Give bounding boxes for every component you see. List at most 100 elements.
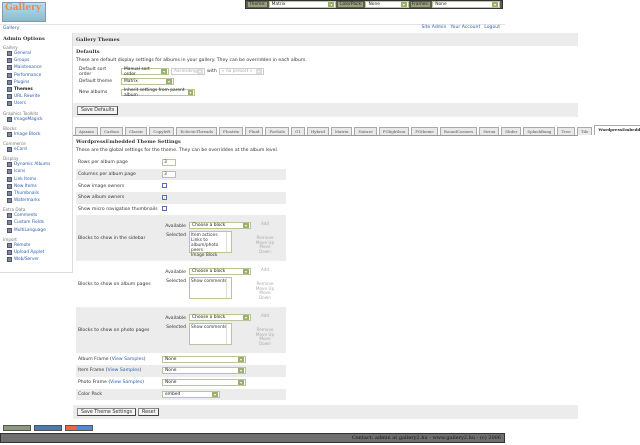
sort-order-select[interactable]: Manual sort order ▾ bbox=[121, 67, 169, 77]
sidebar-item-comments[interactable]: Comments bbox=[3, 212, 69, 219]
move-up-button[interactable]: Move Up bbox=[255, 331, 275, 337]
sidebar-item-thumbnails[interactable]: Thumbnails bbox=[3, 190, 69, 197]
sidebar-item-plugins[interactable]: Plugins bbox=[3, 79, 69, 86]
colorpack-select[interactable]: None ▾ bbox=[365, 1, 409, 8]
logout-link[interactable]: Logout bbox=[484, 25, 500, 30]
sidebar-item-themes[interactable]: Themes bbox=[3, 86, 69, 93]
save-defaults-button[interactable]: Save Defaults bbox=[77, 106, 119, 115]
tab-floatrix[interactable]: Floatrix bbox=[219, 127, 243, 135]
sidebar-item-dynamic-albums[interactable]: Dynamic Albums bbox=[3, 161, 69, 168]
tab-copyleft[interactable]: Copyleft bbox=[149, 127, 175, 135]
remove-button[interactable]: Remove bbox=[256, 326, 274, 332]
sidebar-blocks-available-select[interactable]: Choose a block ▾ bbox=[189, 221, 251, 229]
tab-tree[interactable]: Tree bbox=[557, 127, 575, 135]
tab-siriux[interactable]: Siriux bbox=[479, 127, 500, 135]
tab-fluid[interactable]: Fluid bbox=[244, 127, 264, 135]
reset-button[interactable]: Reset bbox=[138, 408, 160, 417]
tab-splashbang[interactable]: SplashBang bbox=[523, 127, 556, 135]
save-theme-settings-button[interactable]: Save Theme Settings bbox=[77, 408, 137, 417]
selected-block-item[interactable]: Show comments bbox=[191, 324, 227, 330]
move-up-button[interactable]: Move Up bbox=[255, 239, 275, 245]
sidebar-item-remote[interactable]: Remote bbox=[3, 242, 69, 249]
add-button[interactable]: Add bbox=[260, 220, 270, 226]
gallery-badge[interactable] bbox=[65, 425, 93, 431]
sidebar-item-new-items[interactable]: New Items bbox=[3, 183, 69, 190]
tab-classic[interactable]: Classic bbox=[124, 127, 148, 135]
frames-select[interactable]: None ▾ bbox=[432, 1, 501, 8]
selected-block-item[interactable]: Links to album/photo peers bbox=[191, 237, 219, 253]
site-admin-link[interactable]: Site Admin bbox=[421, 25, 447, 30]
tab-pglightbox[interactable]: PGlightbox bbox=[378, 127, 410, 135]
tab-eclecticthreads[interactable]: EclecticThreads bbox=[176, 127, 218, 135]
tab-wordpressembedded[interactable]: WordpressEmbedded bbox=[594, 125, 640, 135]
show-image-owners-checkbox[interactable] bbox=[162, 182, 167, 188]
sidebar-item-watermarks[interactable]: Watermarks bbox=[3, 197, 69, 204]
sidebar-item-multilanguage[interactable]: MultiLanguage bbox=[3, 227, 69, 234]
breadcrumb-gallery-link[interactable]: Gallery bbox=[3, 26, 20, 31]
sidebar-item-url-rewrite[interactable]: URL Rewrite bbox=[3, 93, 69, 100]
tab-pgtheme[interactable]: PGtheme bbox=[411, 127, 438, 135]
rows-input[interactable]: 3 bbox=[162, 159, 176, 167]
remove-button[interactable]: Remove bbox=[256, 280, 274, 286]
album-frame-select[interactable]: None ▾ bbox=[162, 355, 246, 363]
sidebar-item-performance[interactable]: Performance bbox=[3, 72, 69, 79]
sidebar-item-image-block[interactable]: Image Block bbox=[3, 131, 69, 138]
sidebar-item-upload-applet[interactable]: Upload Applet bbox=[3, 249, 69, 256]
w3c-badge[interactable] bbox=[3, 425, 31, 431]
photo-blocks-available-select[interactable]: Choose a block ▾ bbox=[189, 313, 251, 321]
columns-input[interactable]: 3 bbox=[162, 171, 176, 179]
sidebar-item-custom-fields[interactable]: Custom Fields bbox=[3, 219, 69, 226]
move-down-button[interactable]: Move Down bbox=[259, 336, 271, 347]
sidebar-blocks-selected-list[interactable]: Item actions Links to album/photo peers Im… bbox=[189, 230, 232, 258]
tab-hybrid[interactable]: Hybrid bbox=[306, 127, 329, 135]
add-button[interactable]: Add bbox=[260, 312, 270, 318]
sidebar-item-web-server[interactable]: Web/Server bbox=[3, 256, 69, 263]
new-albums-select[interactable]: Inherit settings from parent album ▾ bbox=[121, 88, 195, 98]
move-up-button[interactable]: Move Up bbox=[255, 285, 275, 291]
sidebar-item-imagemagick[interactable]: ImageMagick bbox=[3, 116, 69, 123]
sidebar-item-groups[interactable]: Groups bbox=[3, 57, 69, 64]
photo-frame-samples-link[interactable]: View Samples bbox=[110, 380, 143, 386]
tab-matrix[interactable]: Matrix bbox=[330, 127, 353, 135]
show-album-owners-checkbox[interactable]: ✓ bbox=[162, 194, 167, 200]
theme-select[interactable]: Matrix ▾ bbox=[268, 1, 337, 8]
photo-frame-select[interactable]: None ▾ bbox=[162, 379, 246, 387]
sidebar-item-users[interactable]: Users bbox=[3, 100, 69, 107]
available-value: Choose a block bbox=[192, 222, 226, 228]
album-frame-samples-link[interactable]: View Samples bbox=[111, 356, 144, 362]
selected-block-item[interactable]: Item actions bbox=[191, 232, 218, 238]
sidebar-item-general[interactable]: General bbox=[3, 50, 69, 57]
tab-g1[interactable]: G1 bbox=[291, 127, 305, 135]
tab-slider[interactable]: Slider bbox=[501, 127, 522, 135]
photo-blocks-selected-list[interactable]: Show comments bbox=[189, 322, 232, 345]
album-blocks-available-select[interactable]: Choose a block ▾ bbox=[189, 267, 251, 275]
firefox-badge[interactable] bbox=[34, 425, 62, 431]
tab-forsale[interactable]: ForSale bbox=[265, 127, 290, 135]
remove-button[interactable]: Remove bbox=[256, 234, 274, 240]
item-frame-samples-link[interactable]: View Samples bbox=[107, 368, 140, 374]
color-pack-select[interactable]: embed ▾ bbox=[162, 390, 220, 398]
selected-block-item[interactable]: Show comments bbox=[191, 278, 227, 284]
scrollbar[interactable] bbox=[226, 323, 231, 344]
album-blocks-selected-list[interactable]: Show comments bbox=[189, 276, 232, 299]
tab-tile[interactable]: Tile bbox=[576, 127, 593, 135]
item-frame-select[interactable]: None ▾ bbox=[162, 367, 246, 375]
move-down-button[interactable]: Move Down bbox=[259, 244, 271, 255]
sidebar-item-ecard[interactable]: eCard bbox=[3, 146, 69, 153]
sidebar-item-maintenance[interactable]: Maintenance bbox=[3, 64, 69, 71]
tab-carbon[interactable]: Carbon bbox=[100, 127, 123, 135]
tab-ajaxian[interactable]: Ajaxian bbox=[75, 127, 99, 135]
default-theme-select[interactable]: Matrix ▾ bbox=[121, 78, 174, 85]
sidebar-item-link-items[interactable]: Link Items bbox=[3, 175, 69, 182]
your-account-link[interactable]: Your Account bbox=[450, 25, 481, 30]
scrollbar[interactable] bbox=[226, 277, 231, 298]
sidebar-item-icons[interactable]: Icons bbox=[3, 168, 69, 175]
selected-block-item[interactable]: Image Block bbox=[191, 252, 218, 258]
gallery-logo[interactable]: Gallery bbox=[2, 2, 46, 22]
tab-roundcorners[interactable]: RoundCorners bbox=[439, 127, 478, 135]
move-down-button[interactable]: Move Down bbox=[259, 290, 271, 301]
scrollbar[interactable] bbox=[226, 231, 231, 252]
micro-nav-checkbox[interactable] bbox=[162, 206, 167, 212]
tab-nature[interactable]: Nature bbox=[354, 127, 377, 135]
add-button[interactable]: Add bbox=[260, 266, 270, 272]
